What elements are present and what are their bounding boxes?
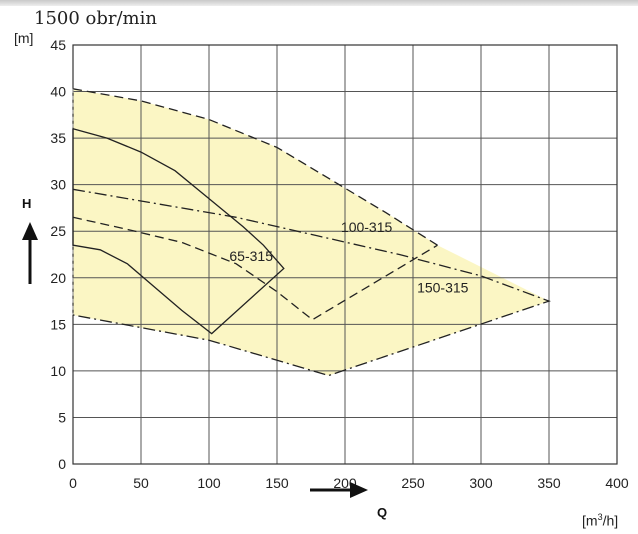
y-tick-label: 40 — [50, 84, 66, 100]
y-tick-label: 30 — [50, 177, 66, 193]
top-bar — [0, 0, 638, 6]
series-label-100-315: 100-315 — [341, 219, 393, 235]
x-axis-unit: [m3/h] — [582, 512, 619, 529]
curve-150-315 — [72, 188, 551, 377]
chart-title: 1500 obr/min — [34, 8, 157, 29]
y-tick-label: 25 — [50, 223, 66, 239]
y-tick-label: 10 — [50, 363, 66, 379]
y-tick-label: 5 — [58, 409, 66, 425]
operating-region — [73, 88, 549, 376]
x-tick-label: 150 — [265, 475, 289, 491]
y-tick-label: 45 — [50, 37, 66, 53]
series-label-65-315: 65-315 — [229, 248, 273, 264]
series-label-150-315: 150-315 — [417, 280, 469, 296]
x-axis-label: Q — [377, 505, 388, 520]
curve-100-315 — [72, 216, 438, 321]
x-tick-label: 300 — [469, 475, 493, 491]
x-tick-label: 250 — [401, 475, 425, 491]
q-arrow-head — [350, 482, 368, 498]
y-axis-label: H — [22, 196, 32, 211]
curve-65-315 — [72, 128, 285, 335]
y-axis-unit: [m] — [14, 30, 34, 46]
y-tick-label: 0 — [58, 456, 66, 472]
x-tick-label: 350 — [537, 475, 561, 491]
x-tick-label: 100 — [197, 475, 221, 491]
h-arrow-head — [22, 222, 38, 240]
x-tick-label: 50 — [133, 475, 149, 491]
y-tick-label: 15 — [50, 316, 66, 332]
y-tick-label: 35 — [50, 130, 66, 146]
x-tick-label: 400 — [605, 475, 629, 491]
y-tick-label: 20 — [50, 270, 66, 286]
envelope-curve — [72, 88, 438, 246]
plot-frame — [72, 44, 618, 465]
x-tick-label: 0 — [69, 475, 77, 491]
